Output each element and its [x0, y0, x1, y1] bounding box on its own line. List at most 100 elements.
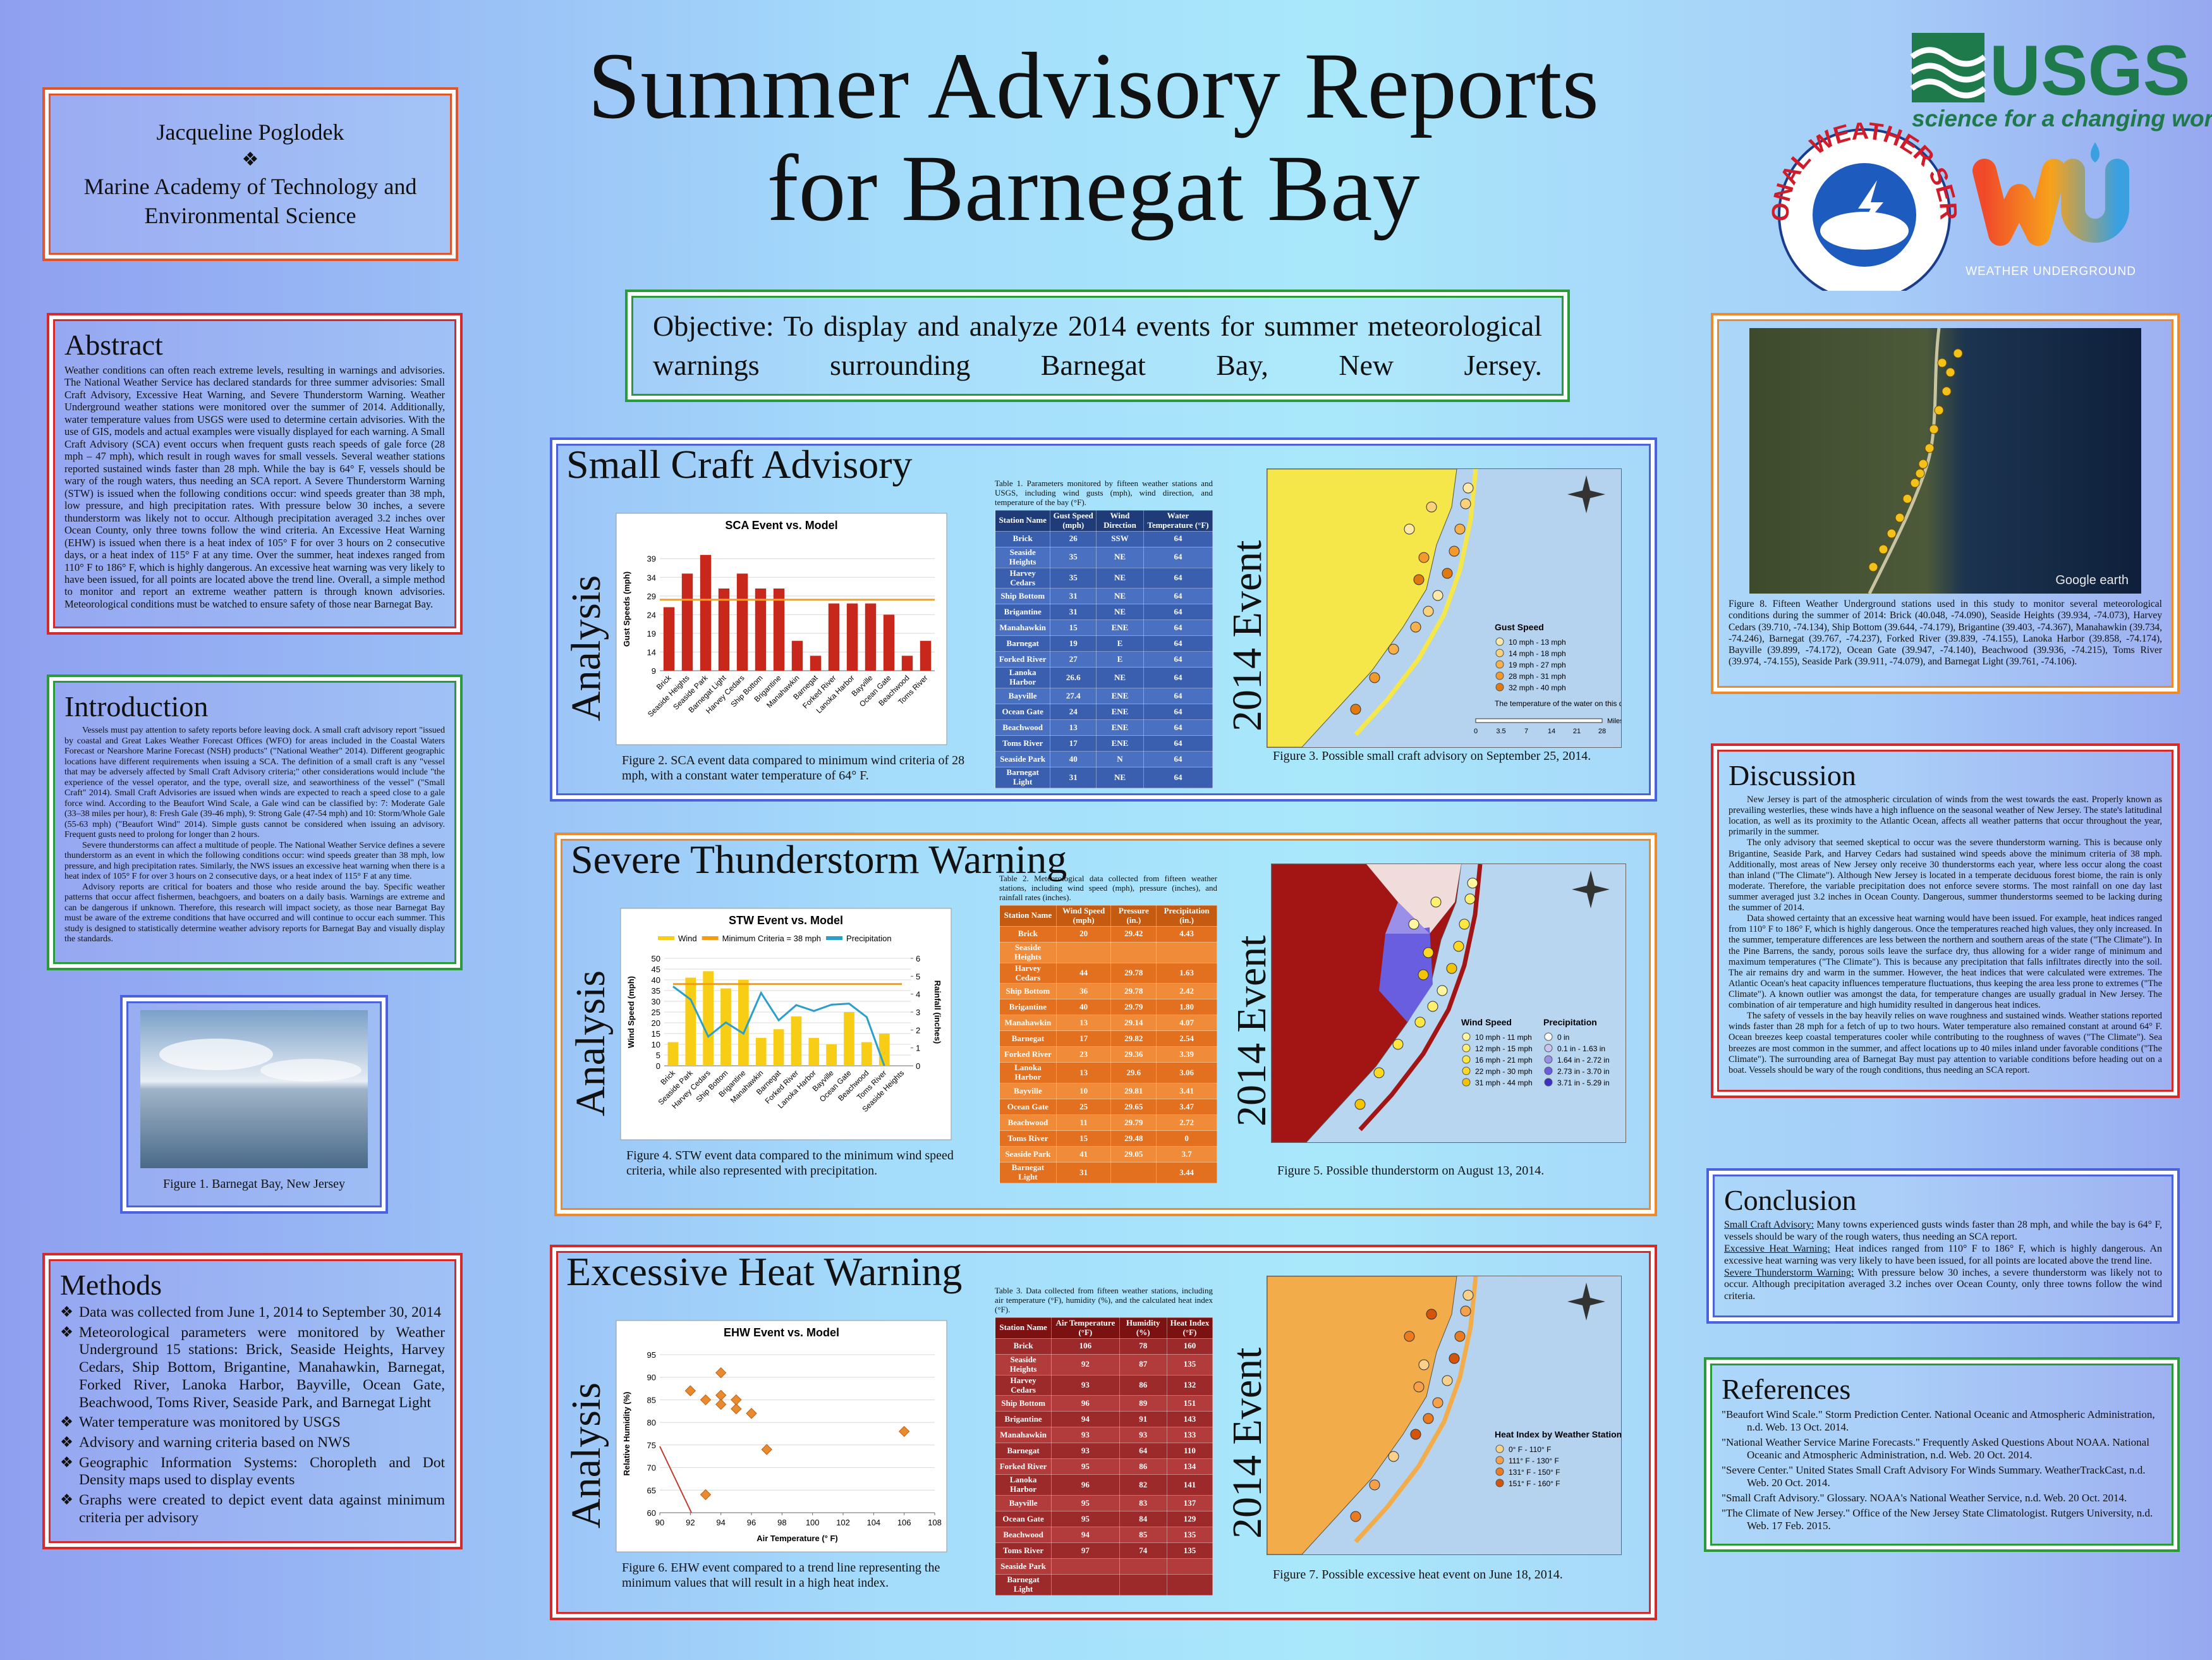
chart: SCA Event vs. Model 9 14 19 24 29 34 39 Gust Spe…	[616, 513, 947, 745]
header-row: Station Name Gust Speed (mph) Wind Directi…	[994, 510, 1213, 532]
cell: 29.6	[1110, 1062, 1157, 1084]
legend-title: Precipitation	[1543, 1017, 1597, 1027]
chart-background	[620, 908, 952, 1140]
cell: Ocean Gate	[994, 704, 1051, 721]
header-cell: Heat Index (°F)	[1166, 1317, 1213, 1339]
text: With pressure below 30 inches, a severe …	[1724, 1267, 2162, 1302]
legend-note: The temperature of the water on this dat…	[1495, 699, 1622, 708]
legend-title: Wind Speed	[1461, 1017, 1512, 1027]
y-tick-label: 60	[647, 1508, 656, 1518]
header-cell: Precipitation (in.)	[1156, 905, 1217, 927]
x-tick-label: 108	[928, 1518, 942, 1527]
legend-label: 151° F - 160° F	[1509, 1479, 1560, 1488]
cell: 143	[1166, 1411, 1213, 1428]
introduction-box: Introduction Vessels must pay attention …	[47, 674, 463, 970]
legend-swatch	[1462, 1055, 1471, 1064]
cell: 89	[1119, 1395, 1167, 1412]
table-row: Toms River 15 29.48 0	[999, 1130, 1217, 1147]
satellite	[1749, 328, 2141, 594]
cell: ENE	[1096, 688, 1144, 705]
table-row: Brigantine 94 91 143	[994, 1411, 1213, 1428]
station	[1410, 621, 1421, 633]
cell: 29.81	[1110, 1083, 1157, 1100]
cell: Manahawkin	[994, 1427, 1052, 1444]
cell: NE	[1096, 546, 1144, 568]
station	[1459, 918, 1470, 930]
chart: EHW Event vs. Model 60 65 70 75 80 85 90 95 Relat…	[616, 1320, 947, 1553]
compass	[1567, 1283, 1605, 1321]
cell: Barnegat Light	[999, 1162, 1057, 1184]
table-row: Seaside Heights	[999, 941, 1217, 963]
event-label: 2014 Event	[1229, 935, 1275, 1127]
map: Wind Speed 10 mph - 11 mph 12 mph - 15 mph…	[1271, 864, 1626, 1143]
bar	[865, 603, 877, 671]
cell: 1.80	[1156, 999, 1217, 1016]
station	[1369, 672, 1380, 683]
y-tick-label: 80	[647, 1418, 656, 1427]
paragraph: The only advisory that seemed skeptical …	[1729, 838, 2162, 913]
cell: Lanoka Harbor	[994, 667, 1051, 689]
bar	[667, 1042, 679, 1066]
point	[898, 1425, 910, 1437]
point	[731, 1394, 742, 1406]
cell: 64	[1143, 704, 1213, 721]
x-tick-label: 104	[866, 1518, 880, 1527]
cell: Brigantine	[994, 1411, 1052, 1428]
cell: 2.42	[1156, 983, 1217, 1000]
cell: 27	[1050, 651, 1097, 668]
table-row: Bayville 27.4 ENE 64	[994, 688, 1213, 705]
header-cell: Station Name	[994, 1317, 1052, 1339]
cell: Ocean Gate	[999, 1099, 1057, 1116]
station	[1454, 1331, 1466, 1342]
table-row: Ship Bottom 31 NE 64	[994, 588, 1213, 605]
legend-swatch	[658, 936, 674, 940]
title: Summer Advisory Reports for Barnegat Bay	[493, 35, 1694, 240]
school: Marine Academy of Technology and Environ…	[83, 173, 417, 229]
cell: Barnegat	[994, 635, 1051, 652]
bar	[718, 589, 730, 671]
table-row: Forked River 27 E 64	[994, 651, 1213, 668]
legend-title: Heat Index by Weather Station	[1495, 1429, 1622, 1439]
cell: 64	[1143, 546, 1213, 568]
cell: 29.48	[1110, 1130, 1157, 1147]
map-credit: Google earth	[2055, 573, 2129, 587]
barrier-island	[1358, 864, 1483, 1132]
bar	[773, 589, 785, 671]
y2-tick-label: 1	[916, 1044, 920, 1053]
cell	[1110, 941, 1157, 963]
x-tick-label: 90	[655, 1518, 664, 1527]
y-tick-label: 65	[647, 1486, 656, 1495]
station	[1418, 1359, 1430, 1370]
y-tick-label: 75	[647, 1441, 656, 1450]
cell: 64	[1143, 751, 1213, 768]
x-tick-label: 96	[747, 1518, 756, 1527]
cell: 41	[1055, 1146, 1112, 1163]
table-row: Brigantine 40 29.79 1.80	[999, 999, 1217, 1016]
cell: Bayville	[999, 1083, 1057, 1100]
cell: Bayville	[994, 1495, 1052, 1512]
cell: 13	[1050, 719, 1097, 736]
cell: 13	[1055, 1015, 1112, 1032]
legend-swatch	[1495, 637, 1504, 646]
y-tick-label: 90	[647, 1373, 656, 1382]
cell: 13	[1055, 1062, 1112, 1084]
cell: 106	[1051, 1338, 1120, 1355]
legend-swatch	[1544, 1055, 1553, 1064]
station	[1426, 1309, 1437, 1320]
cell: Harvey Cedars	[994, 1374, 1052, 1396]
cell: 3.06	[1156, 1062, 1217, 1084]
cell: 29.65	[1110, 1099, 1157, 1116]
cell	[1051, 1574, 1120, 1596]
table-row: Forked River 95 86 134	[994, 1458, 1213, 1475]
cell: 23	[1055, 1046, 1112, 1063]
bar	[700, 554, 712, 671]
cell: 64	[1143, 530, 1213, 547]
table-row: Brick 106 78 160	[994, 1338, 1213, 1355]
data-table: Station Name Wind Speed (mph) Pressure (in…	[999, 905, 1217, 1184]
cell: 20	[1055, 925, 1112, 943]
bar	[878, 1034, 890, 1066]
station	[1462, 1290, 1474, 1301]
paragraph: Vessels must pay attention to safety rep…	[64, 726, 445, 840]
text: Heat indices ranged from 110° F to 186° …	[1724, 1243, 2162, 1266]
table-wrap: Table 3. Data collected from fifteen wea…	[994, 1286, 1213, 1596]
